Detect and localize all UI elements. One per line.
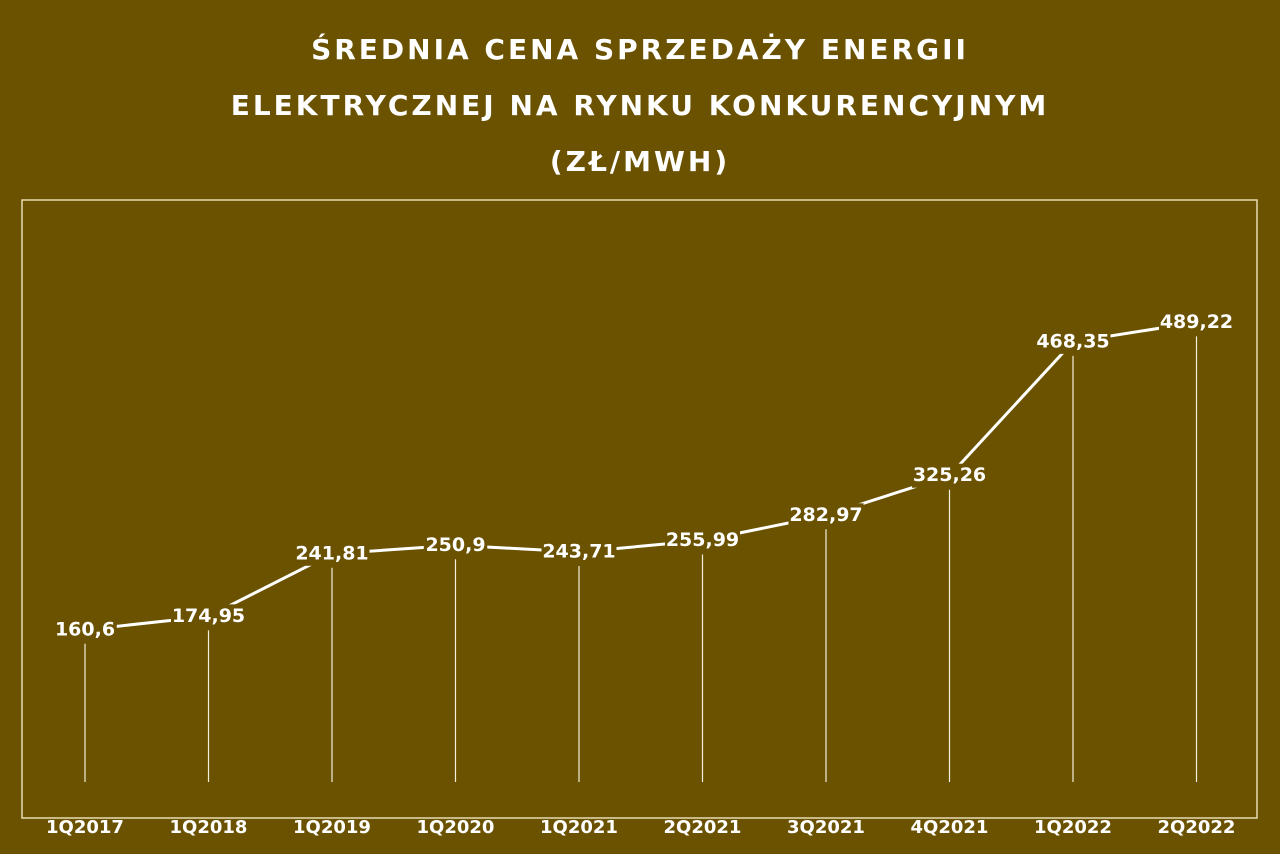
label-bg <box>294 541 370 566</box>
label-bg <box>541 540 617 565</box>
data-label: 325,26 <box>913 464 986 486</box>
label-bg <box>1159 310 1234 335</box>
x-tick-label: 1Q2020 <box>417 817 495 838</box>
data-label: 282,97 <box>789 504 862 526</box>
data-label: 468,35 <box>1036 330 1109 352</box>
x-tick-label: 1Q2019 <box>293 817 371 838</box>
data-label: 255,99 <box>666 529 739 551</box>
data-label: 241,81 <box>295 542 368 564</box>
data-label: 174,95 <box>172 605 245 627</box>
line <box>84 320 1197 632</box>
data-label: 160,6 <box>55 618 115 640</box>
label-bg <box>423 533 488 558</box>
x-tick-label: 1Q2022 <box>1034 817 1112 838</box>
x-tick-label: 1Q2017 <box>46 817 124 838</box>
x-tick-label: 2Q2022 <box>1158 817 1236 838</box>
plot-frame <box>21 199 1258 819</box>
label-bg <box>912 463 987 488</box>
data-label: 250,9 <box>425 534 485 556</box>
x-tick-label: 1Q2018 <box>170 817 248 838</box>
label-bg <box>1035 329 1111 354</box>
label-bg <box>53 617 117 642</box>
x-tick-label: 4Q2021 <box>911 817 989 838</box>
data-label: 489,22 <box>1160 311 1233 333</box>
label-bg <box>788 503 864 528</box>
x-tick-label: 2Q2021 <box>664 817 742 838</box>
label-bg <box>171 604 246 629</box>
x-tick-label: 1Q2021 <box>540 817 618 838</box>
chart-title: ŚREDNIA CENA SPRZEDAŻY ENERGII ELEKTRYCZ… <box>230 33 1050 178</box>
data-label: 243,71 <box>542 541 615 563</box>
label-bg <box>665 528 740 553</box>
x-tick-label: 3Q2021 <box>787 817 865 838</box>
